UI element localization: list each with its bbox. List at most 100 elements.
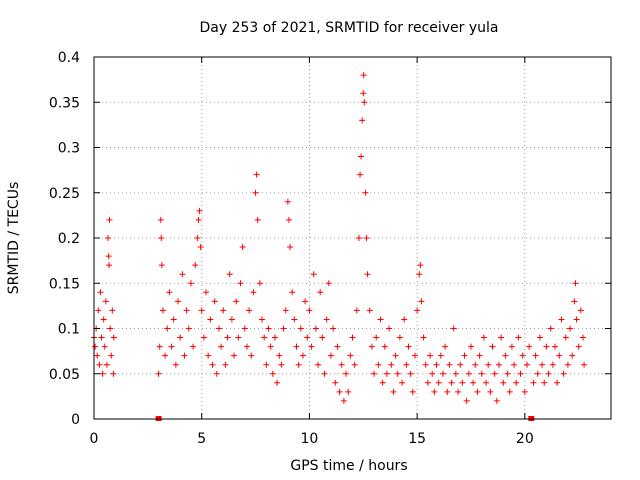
data-point (487, 388, 494, 395)
data-point (92, 343, 99, 350)
data-point (429, 370, 436, 377)
data-point (200, 334, 207, 341)
data-point (390, 388, 397, 395)
data-point (373, 334, 380, 341)
data-point (355, 235, 362, 241)
data-point (215, 325, 222, 332)
data-point (211, 298, 218, 305)
data-point (461, 352, 468, 359)
data-point (278, 361, 285, 368)
data-point (105, 253, 112, 260)
data-point (526, 343, 533, 350)
data-point (523, 361, 530, 368)
y-tick-labels: 0 0.05 0.1 0.15 0.2 0.25 0.3 0.35 0.4 (49, 50, 80, 428)
data-point (353, 307, 360, 314)
data-point (511, 361, 518, 368)
data-point (480, 334, 487, 341)
data-point (504, 370, 511, 377)
data-point (323, 316, 330, 323)
data-point (194, 235, 201, 241)
data-point (394, 370, 401, 377)
data-point (198, 307, 205, 314)
data-point (414, 307, 421, 314)
data-point (306, 307, 313, 314)
data-point (433, 361, 440, 368)
data-point (515, 334, 522, 341)
data-point (455, 388, 462, 395)
data-point (457, 361, 464, 368)
data-point (392, 352, 399, 359)
data-point (274, 379, 281, 386)
data-point (233, 298, 240, 305)
data-point (289, 289, 296, 296)
data-point (435, 379, 442, 386)
data-point (220, 307, 227, 314)
axis-ticks (93, 56, 611, 420)
data-point (237, 280, 244, 287)
data-point (282, 307, 289, 314)
data-point (330, 325, 337, 332)
data-point (170, 316, 177, 323)
data-point (190, 343, 197, 350)
data-point (407, 370, 414, 377)
data-point (575, 343, 582, 350)
data-point (450, 325, 457, 332)
data-point (489, 343, 496, 350)
y-tick-label: 0.35 (49, 95, 80, 111)
data-point (156, 343, 163, 350)
data-point (102, 298, 109, 305)
y-tick-label: 0 (71, 412, 80, 428)
data-point (265, 325, 272, 332)
data-point (418, 298, 425, 305)
data-point (417, 262, 424, 269)
data-point (185, 325, 192, 332)
data-point (379, 379, 386, 386)
data-point (422, 361, 429, 368)
data-point (340, 397, 347, 404)
data-point (444, 388, 451, 395)
data-point (334, 343, 341, 350)
data-point (543, 343, 550, 350)
data-point (478, 370, 485, 377)
data-point (231, 352, 238, 359)
data-point (315, 361, 322, 368)
y-tick-label: 0.15 (49, 276, 80, 292)
data-point (336, 388, 343, 395)
data-point (567, 325, 574, 332)
data-point (259, 316, 266, 323)
data-point (106, 216, 113, 223)
data-point (377, 316, 384, 323)
data-point (332, 379, 339, 386)
data-point (495, 361, 502, 368)
data-point (250, 289, 257, 296)
data-point (569, 352, 576, 359)
data-point (96, 361, 103, 368)
data-point (269, 370, 276, 377)
y-tick-label: 0.2 (58, 231, 80, 247)
data-point (271, 334, 278, 341)
data-point (164, 325, 171, 332)
data-point (222, 361, 229, 368)
data-point (228, 316, 235, 323)
data-point (310, 271, 317, 278)
data-point (363, 235, 370, 241)
data-point (368, 343, 375, 350)
data-point (209, 361, 216, 368)
data-point (446, 361, 453, 368)
data-point (98, 334, 105, 341)
data-point (308, 343, 315, 350)
data-point (452, 370, 459, 377)
data-point (94, 352, 101, 359)
data-point (485, 361, 492, 368)
data-point (572, 280, 579, 287)
y-tick-label: 0.05 (49, 367, 80, 383)
data-point (158, 262, 165, 269)
data-point (498, 334, 505, 341)
data-point (159, 307, 166, 314)
x-tick-label: 10 (301, 431, 319, 447)
data-point (361, 99, 368, 106)
data-point (319, 334, 326, 341)
data-point (285, 216, 292, 223)
data-point (280, 325, 287, 332)
